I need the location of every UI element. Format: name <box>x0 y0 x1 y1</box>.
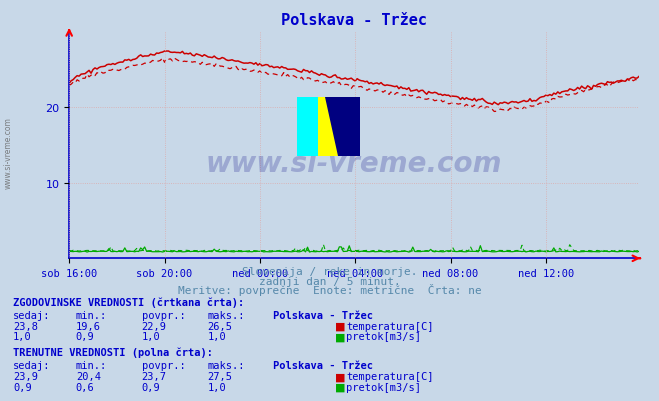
Text: 20,4: 20,4 <box>76 371 101 381</box>
Text: Slovenija / reke in morje.: Slovenija / reke in morje. <box>242 267 417 277</box>
Text: maks.:: maks.: <box>208 310 245 320</box>
Text: min.:: min.: <box>76 360 107 370</box>
Text: ZGODOVINSKE VREDNOSTI (črtkana črta):: ZGODOVINSKE VREDNOSTI (črtkana črta): <box>13 296 244 307</box>
Text: povpr.:: povpr.: <box>142 360 185 370</box>
Text: maks.:: maks.: <box>208 360 245 370</box>
Text: 1,0: 1,0 <box>208 332 226 342</box>
Text: 0,6: 0,6 <box>76 382 94 392</box>
Text: ■: ■ <box>335 382 345 392</box>
Title: Polskava - Tržec: Polskava - Tržec <box>281 13 427 28</box>
Text: sedaj:: sedaj: <box>13 360 51 370</box>
Text: 1,0: 1,0 <box>208 382 226 392</box>
Text: 23,7: 23,7 <box>142 371 167 381</box>
Text: Meritve: povprečne  Enote: metrične  Črta: ne: Meritve: povprečne Enote: metrične Črta:… <box>178 283 481 295</box>
Text: povpr.:: povpr.: <box>142 310 185 320</box>
Bar <box>297 98 318 157</box>
Text: 1,0: 1,0 <box>13 332 32 342</box>
Text: 22,9: 22,9 <box>142 321 167 331</box>
Text: pretok[m3/s]: pretok[m3/s] <box>346 382 421 392</box>
Text: 0,9: 0,9 <box>76 332 94 342</box>
Text: 1,0: 1,0 <box>142 332 160 342</box>
Text: Polskava - Tržec: Polskava - Tržec <box>273 310 374 320</box>
Text: 26,5: 26,5 <box>208 321 233 331</box>
Text: 27,5: 27,5 <box>208 371 233 381</box>
Text: pretok[m3/s]: pretok[m3/s] <box>346 332 421 342</box>
Bar <box>297 98 360 157</box>
Polygon shape <box>326 98 360 157</box>
Text: temperatura[C]: temperatura[C] <box>346 321 434 331</box>
Text: 19,6: 19,6 <box>76 321 101 331</box>
Text: zadnji dan / 5 minut.: zadnji dan / 5 minut. <box>258 276 401 286</box>
Text: www.si-vreme.com: www.si-vreme.com <box>206 150 502 178</box>
Text: Polskava - Tržec: Polskava - Tržec <box>273 360 374 370</box>
Text: www.si-vreme.com: www.si-vreme.com <box>3 117 13 188</box>
Text: ■: ■ <box>335 321 345 331</box>
Text: min.:: min.: <box>76 310 107 320</box>
Text: 23,9: 23,9 <box>13 371 38 381</box>
Text: ■: ■ <box>335 332 345 342</box>
Text: TRENUTNE VREDNOSTI (polna črta):: TRENUTNE VREDNOSTI (polna črta): <box>13 346 213 357</box>
Text: sedaj:: sedaj: <box>13 310 51 320</box>
Text: 0,9: 0,9 <box>142 382 160 392</box>
Text: ■: ■ <box>335 371 345 381</box>
Text: temperatura[C]: temperatura[C] <box>346 371 434 381</box>
Text: 0,9: 0,9 <box>13 382 32 392</box>
Text: 23,8: 23,8 <box>13 321 38 331</box>
